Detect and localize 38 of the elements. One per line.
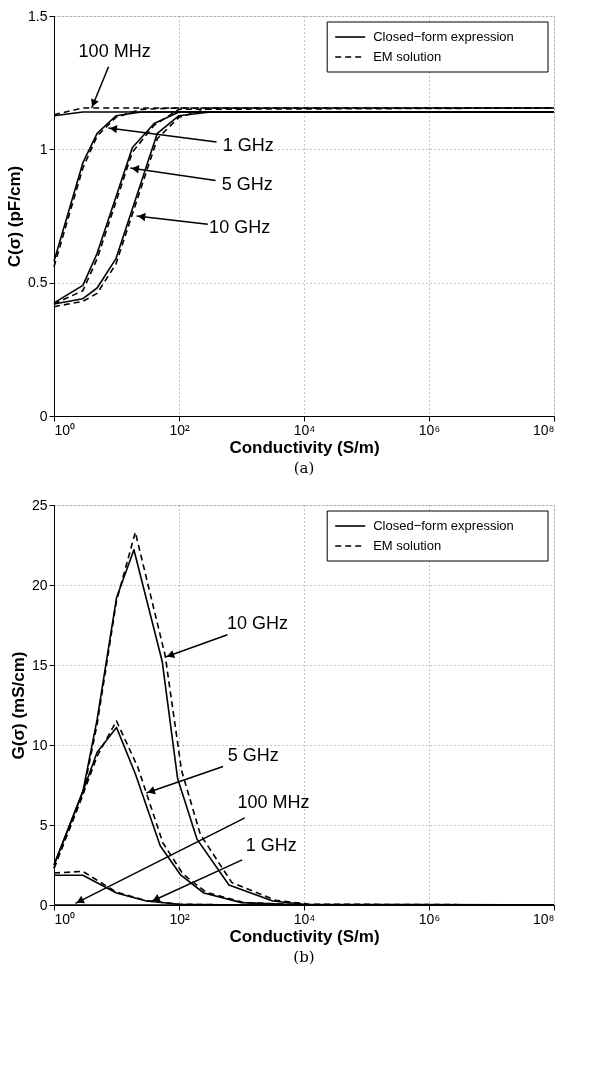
y-tick-label: 25: [31, 496, 48, 513]
annotation: 5 GHz: [221, 174, 273, 194]
y-tick-label: 15: [31, 656, 48, 673]
legend-label: EM solution: [373, 49, 442, 64]
x-tick-label: 10⁴: [293, 421, 316, 438]
text: (a): [293, 459, 315, 477]
annotation: 10 GHz: [227, 613, 289, 633]
annotation: 1 GHz: [222, 135, 274, 155]
annotation: 1 GHz: [245, 835, 297, 856]
x-tick-label: 10⁰: [54, 910, 76, 927]
x-tick-label: 10⁰: [54, 421, 76, 438]
annotation: 10 GHz: [209, 217, 271, 237]
x-tick-label: 10⁶: [418, 421, 441, 438]
y-tick-label: 0.5: [28, 274, 48, 291]
x-tick-label: 10²: [169, 910, 190, 927]
annotation: 100 MHz: [237, 792, 310, 813]
x-tick-label: 10⁶: [418, 910, 441, 927]
x-axis-title: Conductivity (S/m): [229, 926, 380, 946]
legend-label: Closed−form expression: [373, 29, 514, 44]
y-tick-label: 20: [31, 576, 48, 593]
x-tick-label: 10⁴: [293, 910, 316, 927]
y-tick-label: 1.5: [28, 7, 48, 24]
x-tick-label: 10²: [169, 421, 190, 438]
x-tick-label: 10⁸: [533, 910, 555, 927]
annotation: 100 MHz: [78, 41, 151, 61]
text: (b): [293, 948, 315, 966]
y-axis-title: G(σ) (mS/cm): [8, 651, 28, 760]
x-axis-title: Conductivity (S/m): [229, 437, 380, 457]
annotation: 5 GHz: [227, 745, 279, 765]
y-tick-label: 1: [39, 140, 48, 157]
legend-label: EM solution: [373, 538, 442, 553]
y-tick-label: 0: [39, 407, 48, 424]
x-tick-label: 10⁸: [533, 421, 555, 438]
y-tick-label: 5: [39, 816, 48, 833]
y-axis-title: C(σ) (pF/cm): [5, 165, 25, 268]
y-tick-label: 0: [39, 896, 48, 913]
legend-label: Closed−form expression: [373, 518, 514, 533]
y-tick-label: 10: [31, 736, 48, 753]
